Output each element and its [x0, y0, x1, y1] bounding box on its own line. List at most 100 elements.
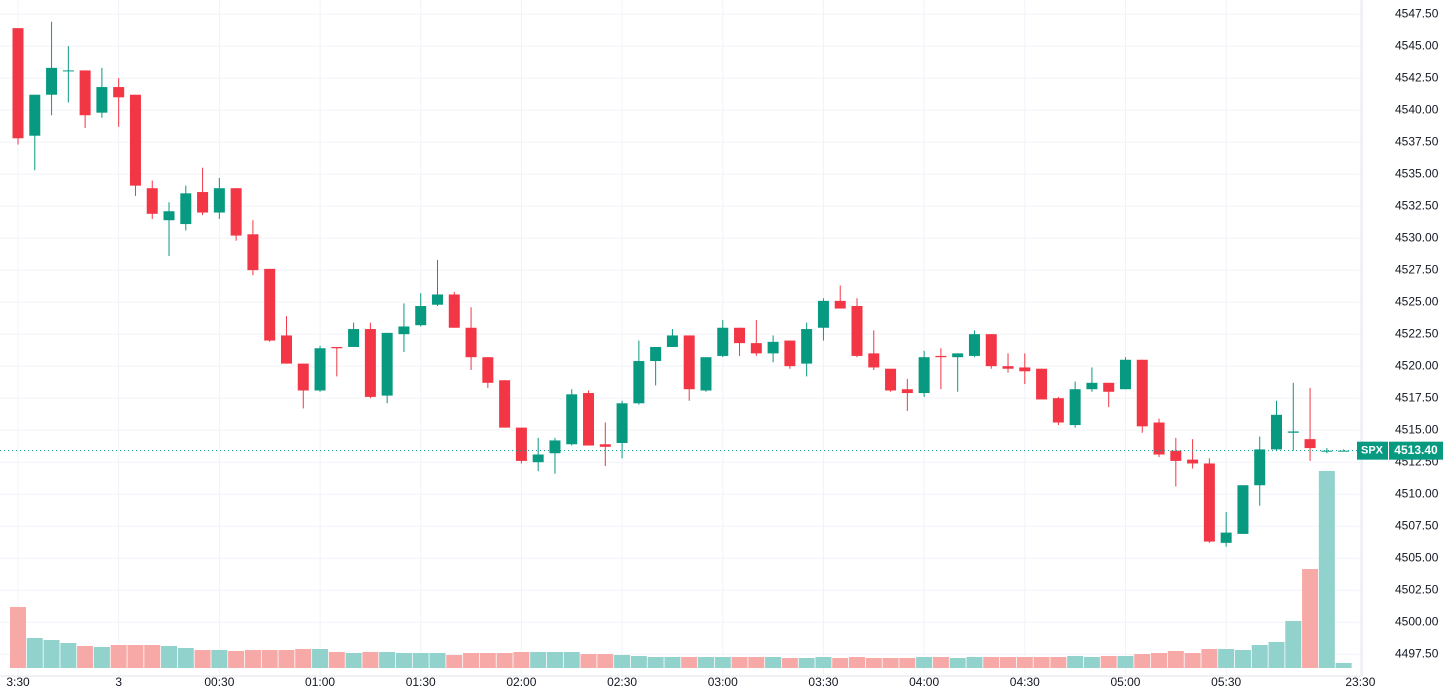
candle-body — [79, 70, 91, 116]
candle-body — [1069, 389, 1081, 426]
x-tick-label: 04:00 — [909, 675, 939, 689]
candle-body — [280, 335, 292, 364]
candle-body — [364, 329, 376, 397]
candle-body — [767, 341, 779, 354]
volume-bar — [26, 638, 43, 668]
volume-bar — [446, 655, 463, 668]
volume-bar — [177, 648, 194, 668]
volume-bar — [1151, 653, 1168, 668]
candle-body — [1187, 459, 1199, 464]
candle-body — [12, 28, 24, 139]
symbol-badge — [1357, 441, 1388, 460]
candle-body — [1203, 463, 1215, 542]
volume-bar — [463, 653, 480, 668]
volume-bar — [144, 645, 161, 668]
volume-bar — [647, 657, 664, 668]
candle-body — [1304, 439, 1316, 449]
x-tick-label: 00:30 — [204, 675, 234, 689]
volume-bar — [43, 640, 60, 668]
candle-body — [499, 380, 511, 428]
volume-bar — [261, 650, 278, 668]
volume-bar — [1251, 645, 1268, 668]
y-tick-label: 4535.00 — [1395, 166, 1439, 180]
y-tick-label: 4522.50 — [1395, 326, 1439, 340]
candle-body — [432, 294, 443, 305]
volume-bar — [1335, 663, 1352, 668]
candle-body — [599, 444, 611, 447]
volume-bar — [815, 657, 832, 668]
last-price-label: 4513.40 — [1394, 443, 1438, 457]
candle-body — [1019, 367, 1031, 372]
volume-bar — [60, 643, 77, 668]
candle-body — [1086, 382, 1098, 390]
volume-bar — [664, 657, 681, 668]
candle-body — [750, 343, 762, 354]
candle-body — [348, 329, 360, 347]
volume-bar — [865, 658, 882, 668]
candle-body — [1103, 382, 1115, 392]
volume-bar — [1083, 657, 1100, 668]
candle-body — [1036, 368, 1048, 400]
candle-body — [683, 335, 695, 390]
volume-bar — [1016, 657, 1033, 668]
volume-bar — [1167, 651, 1184, 668]
price-badge — [1389, 441, 1443, 460]
x-tick-label: 05:00 — [1110, 675, 1140, 689]
y-tick-label: 4540.00 — [1395, 102, 1439, 116]
volume-bar — [1184, 653, 1201, 668]
candle-body — [448, 294, 460, 328]
candle-body — [1052, 398, 1064, 423]
volume-bar — [10, 607, 26, 668]
x-tick-label: 3 — [115, 675, 122, 689]
candle-body — [1170, 450, 1182, 461]
volume-bar — [1302, 569, 1319, 668]
y-tick-label: 4517.50 — [1395, 390, 1439, 404]
volume-bar — [899, 658, 916, 668]
candle-body — [1002, 366, 1014, 369]
volume-bar — [765, 657, 782, 668]
y-tick-label: 4542.50 — [1395, 70, 1439, 84]
candle-body — [885, 368, 897, 391]
candle-body — [650, 346, 662, 362]
volume-bar — [1201, 649, 1218, 668]
candle-body — [666, 335, 678, 347]
candle-body — [784, 340, 796, 367]
y-tick-label: 4502.50 — [1395, 582, 1439, 596]
candle-body — [801, 329, 813, 364]
candle-body — [583, 393, 595, 446]
y-tick-label: 4500.00 — [1395, 614, 1439, 628]
volume-bar — [77, 646, 94, 668]
volume-bar — [882, 658, 899, 668]
volume-bar — [1285, 621, 1302, 668]
volume-bar — [849, 657, 865, 668]
volume-bar — [379, 652, 396, 668]
volume-bar — [1268, 642, 1285, 668]
y-tick-label: 4515.00 — [1395, 422, 1439, 436]
candle-body — [532, 454, 544, 463]
candle-body — [1136, 359, 1148, 427]
x-tick-label: 23:30 — [1345, 675, 1375, 689]
volume-bar — [949, 658, 966, 668]
candle-body — [415, 305, 427, 326]
x-tick-label: 03:00 — [708, 675, 738, 689]
volume-bar — [194, 650, 211, 668]
candle-body — [163, 211, 175, 221]
volume-bar — [362, 652, 379, 668]
volume-bar — [1000, 657, 1017, 668]
volume-bar — [731, 657, 748, 668]
candle-body — [700, 357, 712, 391]
y-tick-label: 4537.50 — [1395, 134, 1439, 148]
volume-bar — [966, 657, 983, 668]
volume-bar — [932, 657, 949, 668]
volume-bar — [1218, 649, 1235, 668]
candle-body — [566, 394, 578, 445]
candle-body — [197, 192, 209, 213]
candle-body — [113, 87, 125, 98]
candle-body — [515, 427, 527, 461]
candle-body — [968, 334, 980, 356]
x-tick-label: 04:30 — [1010, 675, 1040, 689]
candle-body — [1321, 450, 1333, 452]
candle-body — [817, 300, 829, 328]
candle-body — [96, 87, 108, 113]
volume-bar — [412, 653, 429, 668]
